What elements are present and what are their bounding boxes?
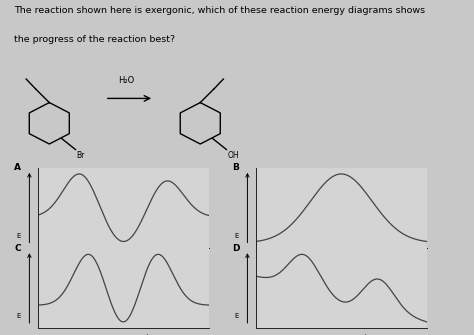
- Text: H₂O: H₂O: [118, 76, 135, 84]
- Text: The reaction shown here is exergonic, which of these reaction energy diagrams sh: The reaction shown here is exergonic, wh…: [14, 6, 425, 15]
- Text: the progress of the reaction best?: the progress of the reaction best?: [14, 35, 175, 44]
- Text: Rxn Coordinate: Rxn Coordinate: [264, 259, 313, 264]
- Text: D: D: [232, 244, 239, 253]
- Text: E: E: [17, 233, 21, 239]
- Text: E: E: [235, 233, 239, 239]
- Text: C: C: [14, 244, 21, 253]
- Text: Rxn Coordinate: Rxn Coordinate: [46, 259, 95, 264]
- Text: E: E: [235, 313, 239, 319]
- Text: E: E: [17, 313, 21, 319]
- Text: Br: Br: [76, 151, 85, 160]
- Text: B: B: [232, 163, 239, 173]
- Text: A: A: [14, 163, 21, 173]
- Text: OH: OH: [228, 151, 239, 160]
